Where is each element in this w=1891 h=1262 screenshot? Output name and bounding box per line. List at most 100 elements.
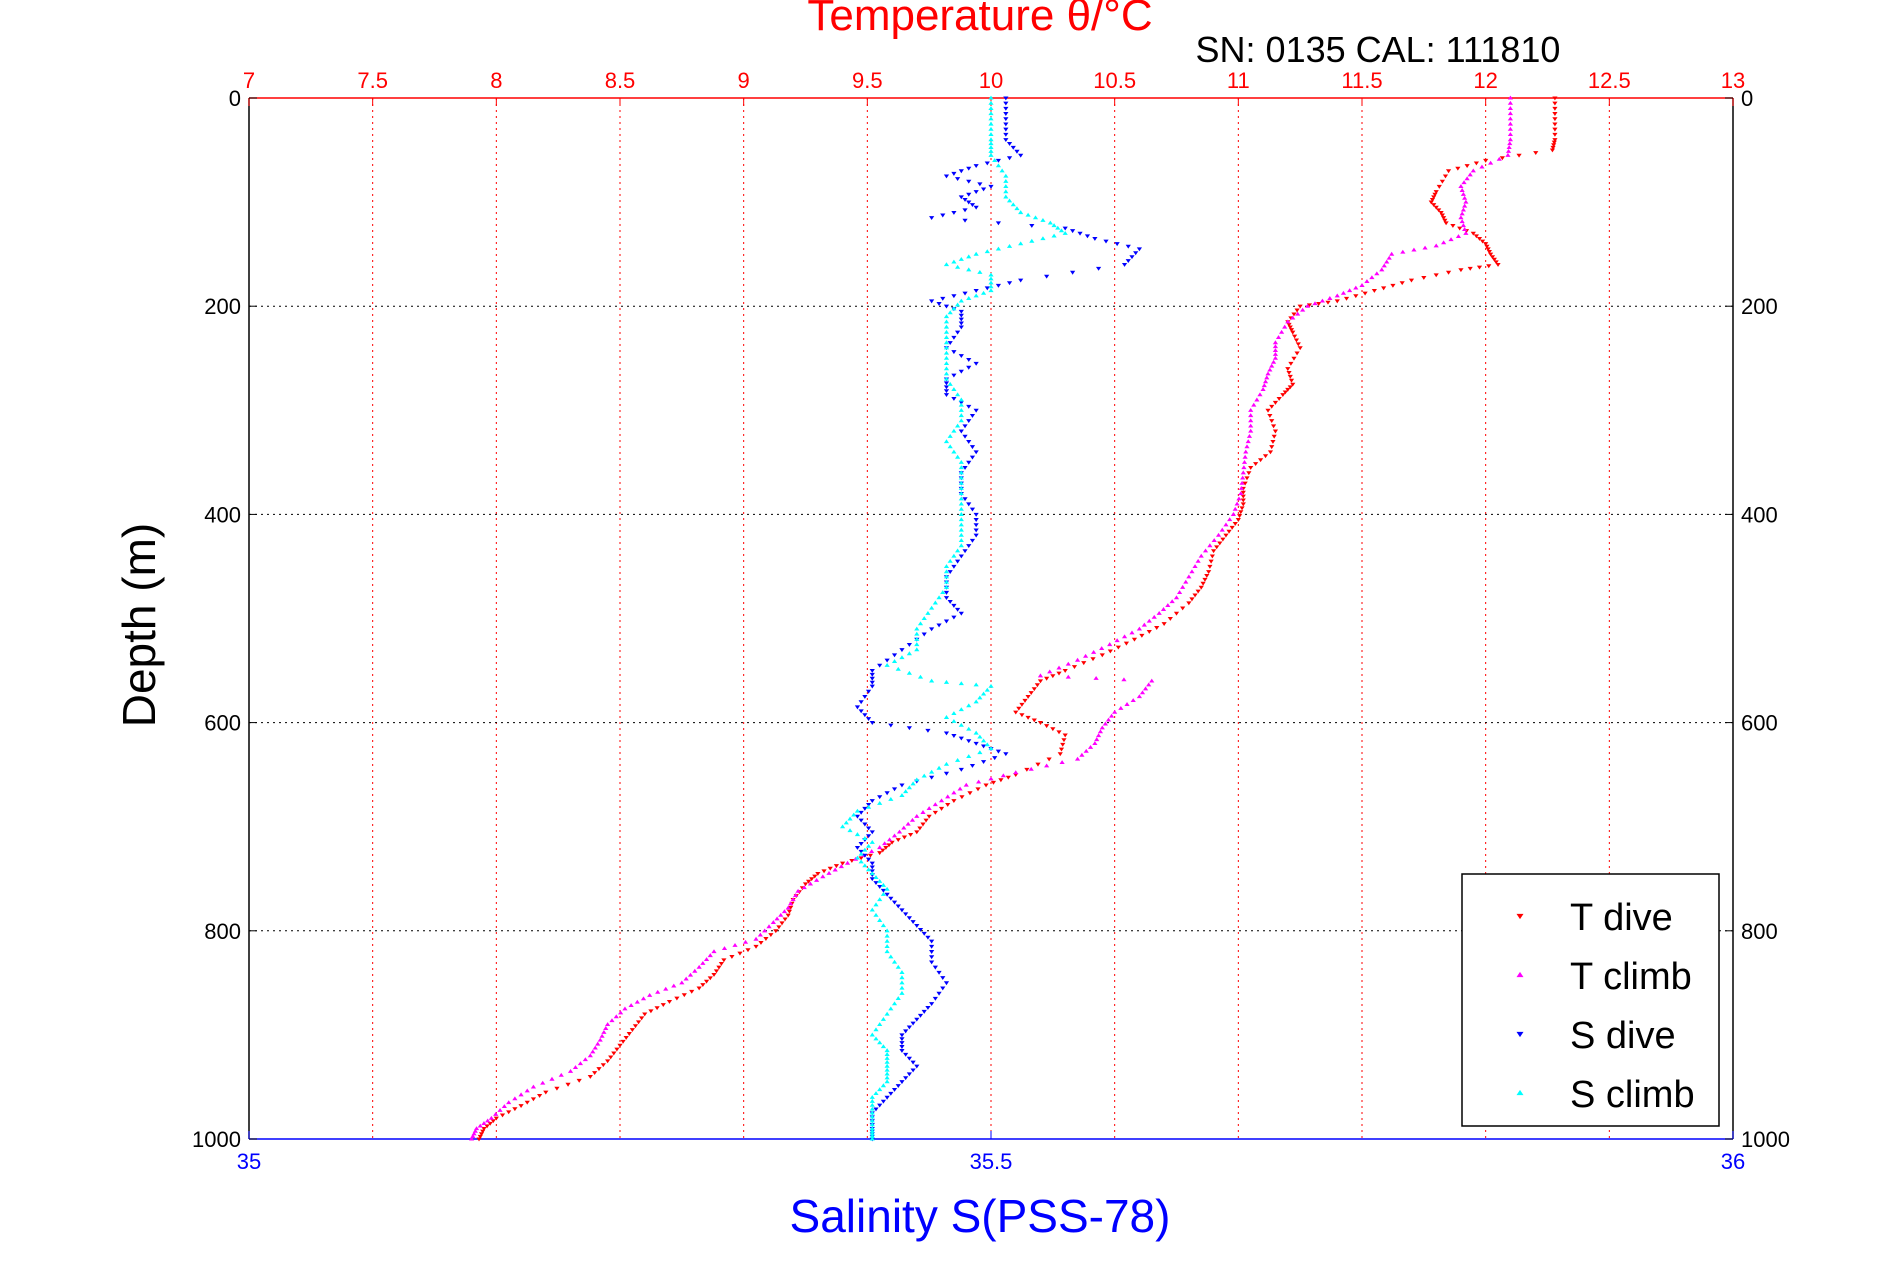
data-point xyxy=(858,810,864,815)
data-point xyxy=(899,975,905,980)
data-point xyxy=(958,736,964,741)
data-point xyxy=(929,960,935,965)
data-point xyxy=(1108,713,1115,718)
data-point xyxy=(768,933,774,938)
data-point xyxy=(671,983,677,988)
data-point xyxy=(1295,342,1301,347)
data-point xyxy=(858,818,864,823)
data-point xyxy=(1192,593,1198,598)
data-point xyxy=(869,1136,875,1141)
data-point xyxy=(1443,221,1449,226)
data-point xyxy=(1010,145,1016,150)
data-point xyxy=(973,741,979,746)
data-point xyxy=(1458,184,1464,189)
data-point xyxy=(977,695,983,700)
left-tick-label: 800 xyxy=(204,919,241,944)
data-point xyxy=(1062,230,1068,235)
data-point xyxy=(891,787,898,792)
data-point xyxy=(820,874,826,879)
data-point xyxy=(1081,661,1087,666)
data-point xyxy=(951,790,957,795)
data-point xyxy=(618,1010,624,1015)
data-point xyxy=(1264,375,1270,380)
data-point xyxy=(943,569,950,574)
data-point xyxy=(1019,713,1025,718)
data-point xyxy=(1442,174,1449,179)
data-point xyxy=(757,932,763,937)
data-point xyxy=(1460,191,1467,196)
data-point xyxy=(1297,304,1303,309)
data-point xyxy=(1448,237,1454,242)
data-point xyxy=(943,324,950,329)
data-point xyxy=(923,818,929,823)
data-point xyxy=(1295,311,1301,316)
data-point xyxy=(1003,173,1009,178)
data-point xyxy=(1265,371,1271,376)
data-point xyxy=(1291,356,1297,361)
data-point xyxy=(877,851,883,856)
data-point xyxy=(891,653,898,658)
data-point xyxy=(847,816,853,821)
data-point xyxy=(880,1016,887,1021)
data-point xyxy=(1286,371,1292,375)
right-tick-label: 400 xyxy=(1741,502,1778,527)
right-tick-label: 600 xyxy=(1741,711,1778,736)
left-tick-label: 1000 xyxy=(192,1127,241,1152)
data-point xyxy=(880,892,887,896)
data-point xyxy=(1244,444,1250,449)
data-point xyxy=(929,769,935,774)
data-point xyxy=(567,1068,574,1073)
data-point xyxy=(1455,166,1461,171)
data-point xyxy=(880,848,886,853)
data-point xyxy=(840,861,846,866)
data-point xyxy=(1459,188,1465,192)
data-point xyxy=(805,879,812,884)
data-point xyxy=(906,1072,912,1077)
data-point xyxy=(1236,514,1243,519)
data-point xyxy=(1261,383,1267,388)
data-point xyxy=(758,940,764,945)
data-point xyxy=(884,1011,890,1016)
data-point xyxy=(886,837,893,842)
data-point xyxy=(884,892,890,897)
data-point xyxy=(943,731,950,736)
legend-marker xyxy=(1516,913,1524,920)
data-point xyxy=(1359,283,1365,287)
data-point xyxy=(958,317,964,322)
data-point xyxy=(995,283,1002,288)
data-point xyxy=(998,778,1004,783)
data-point xyxy=(958,512,964,516)
data-point xyxy=(679,980,685,985)
data-point xyxy=(655,989,661,994)
data-point xyxy=(572,1065,579,1069)
data-point xyxy=(943,393,950,398)
data-point xyxy=(1288,361,1294,366)
data-point xyxy=(1003,189,1009,194)
data-point xyxy=(1461,180,1467,185)
data-point xyxy=(958,496,964,501)
data-point xyxy=(1488,160,1494,165)
data-point xyxy=(1272,352,1279,356)
data-point xyxy=(1458,268,1464,273)
series-s-climb xyxy=(840,95,1068,1141)
data-point xyxy=(980,744,987,749)
data-point xyxy=(1217,541,1223,546)
data-point xyxy=(1018,278,1024,283)
data-point xyxy=(903,789,909,794)
data-point xyxy=(858,842,864,846)
data-point xyxy=(1248,465,1254,470)
data-point xyxy=(1046,757,1052,762)
data-point xyxy=(1220,537,1226,542)
data-point xyxy=(943,564,950,569)
data-point xyxy=(943,304,950,309)
data-point xyxy=(1058,747,1065,752)
data-point xyxy=(932,600,938,605)
data-point xyxy=(1462,227,1468,231)
data-point xyxy=(943,329,950,334)
data-point xyxy=(951,373,957,378)
data-point xyxy=(1495,263,1501,267)
data-point xyxy=(1371,289,1377,293)
data-point xyxy=(962,197,968,202)
data-point xyxy=(973,205,979,210)
top-tick-label: 8 xyxy=(490,68,502,93)
